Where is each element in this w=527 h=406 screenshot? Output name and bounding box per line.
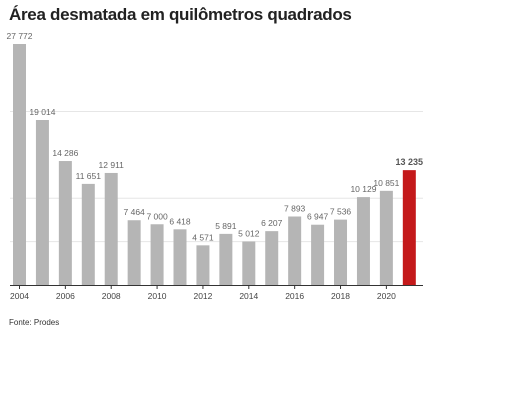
bar-2019: [356, 197, 370, 285]
value-label: 6 207: [261, 218, 283, 228]
source-note: Fonte: Prodes: [9, 318, 60, 327]
bar-2012: [196, 245, 210, 285]
value-label: 5 891: [215, 221, 237, 231]
value-label: 7 464: [124, 207, 146, 217]
x-tick-label: 2008: [102, 291, 121, 301]
bar-2017: [311, 224, 325, 285]
value-label: 14 286: [52, 148, 78, 158]
bar-2015: [265, 231, 279, 285]
bar-2014: [242, 241, 256, 285]
bar-2016: [288, 216, 302, 285]
bar-2013: [219, 233, 233, 285]
value-label: 27 772: [7, 31, 33, 41]
value-label: 7 000: [146, 211, 168, 221]
value-label: 6 418: [169, 216, 191, 226]
bar-2007: [81, 183, 95, 285]
bar-2006: [58, 161, 72, 285]
value-label: 4 571: [192, 232, 214, 242]
value-label: 19 014: [29, 107, 55, 117]
x-tick-label: 2010: [148, 291, 167, 301]
bar-2008: [104, 172, 118, 285]
value-label: 6 947: [307, 212, 329, 222]
x-axis-ticks: 2004 2006 2008 2010 2012 2014 2016 2018 2020: [10, 285, 396, 301]
value-label: 11 651: [76, 171, 102, 181]
x-tick-label: 2004: [10, 291, 29, 301]
x-tick-label: 2012: [193, 291, 212, 301]
bar-2021: [402, 170, 416, 285]
x-tick-label: 2016: [285, 291, 304, 301]
bar-2018: [334, 219, 348, 285]
bars: [13, 44, 416, 285]
bar-2009: [127, 220, 141, 285]
value-label: 7 536: [330, 207, 352, 217]
x-tick-label: 2014: [239, 291, 258, 301]
value-label: 12 911: [99, 160, 125, 170]
value-label: 5 012: [238, 229, 260, 239]
bar-2020: [379, 190, 393, 285]
value-label: 10 129: [350, 184, 376, 194]
value-label: 10 851: [373, 178, 399, 188]
gridlines: [10, 110, 423, 243]
bar-2005: [35, 120, 49, 285]
bar-2004: [13, 44, 26, 285]
x-tick-label: 2018: [331, 291, 350, 301]
value-label: 7 893: [284, 204, 306, 214]
bar-2011: [173, 229, 187, 285]
chart-title: Área desmatada em quilômetros quadrados: [9, 5, 352, 24]
x-tick-label: 2006: [56, 291, 75, 301]
bar-2010: [150, 224, 164, 285]
x-tick-label: 2020: [377, 291, 396, 301]
value-label: 13 235: [396, 157, 424, 167]
